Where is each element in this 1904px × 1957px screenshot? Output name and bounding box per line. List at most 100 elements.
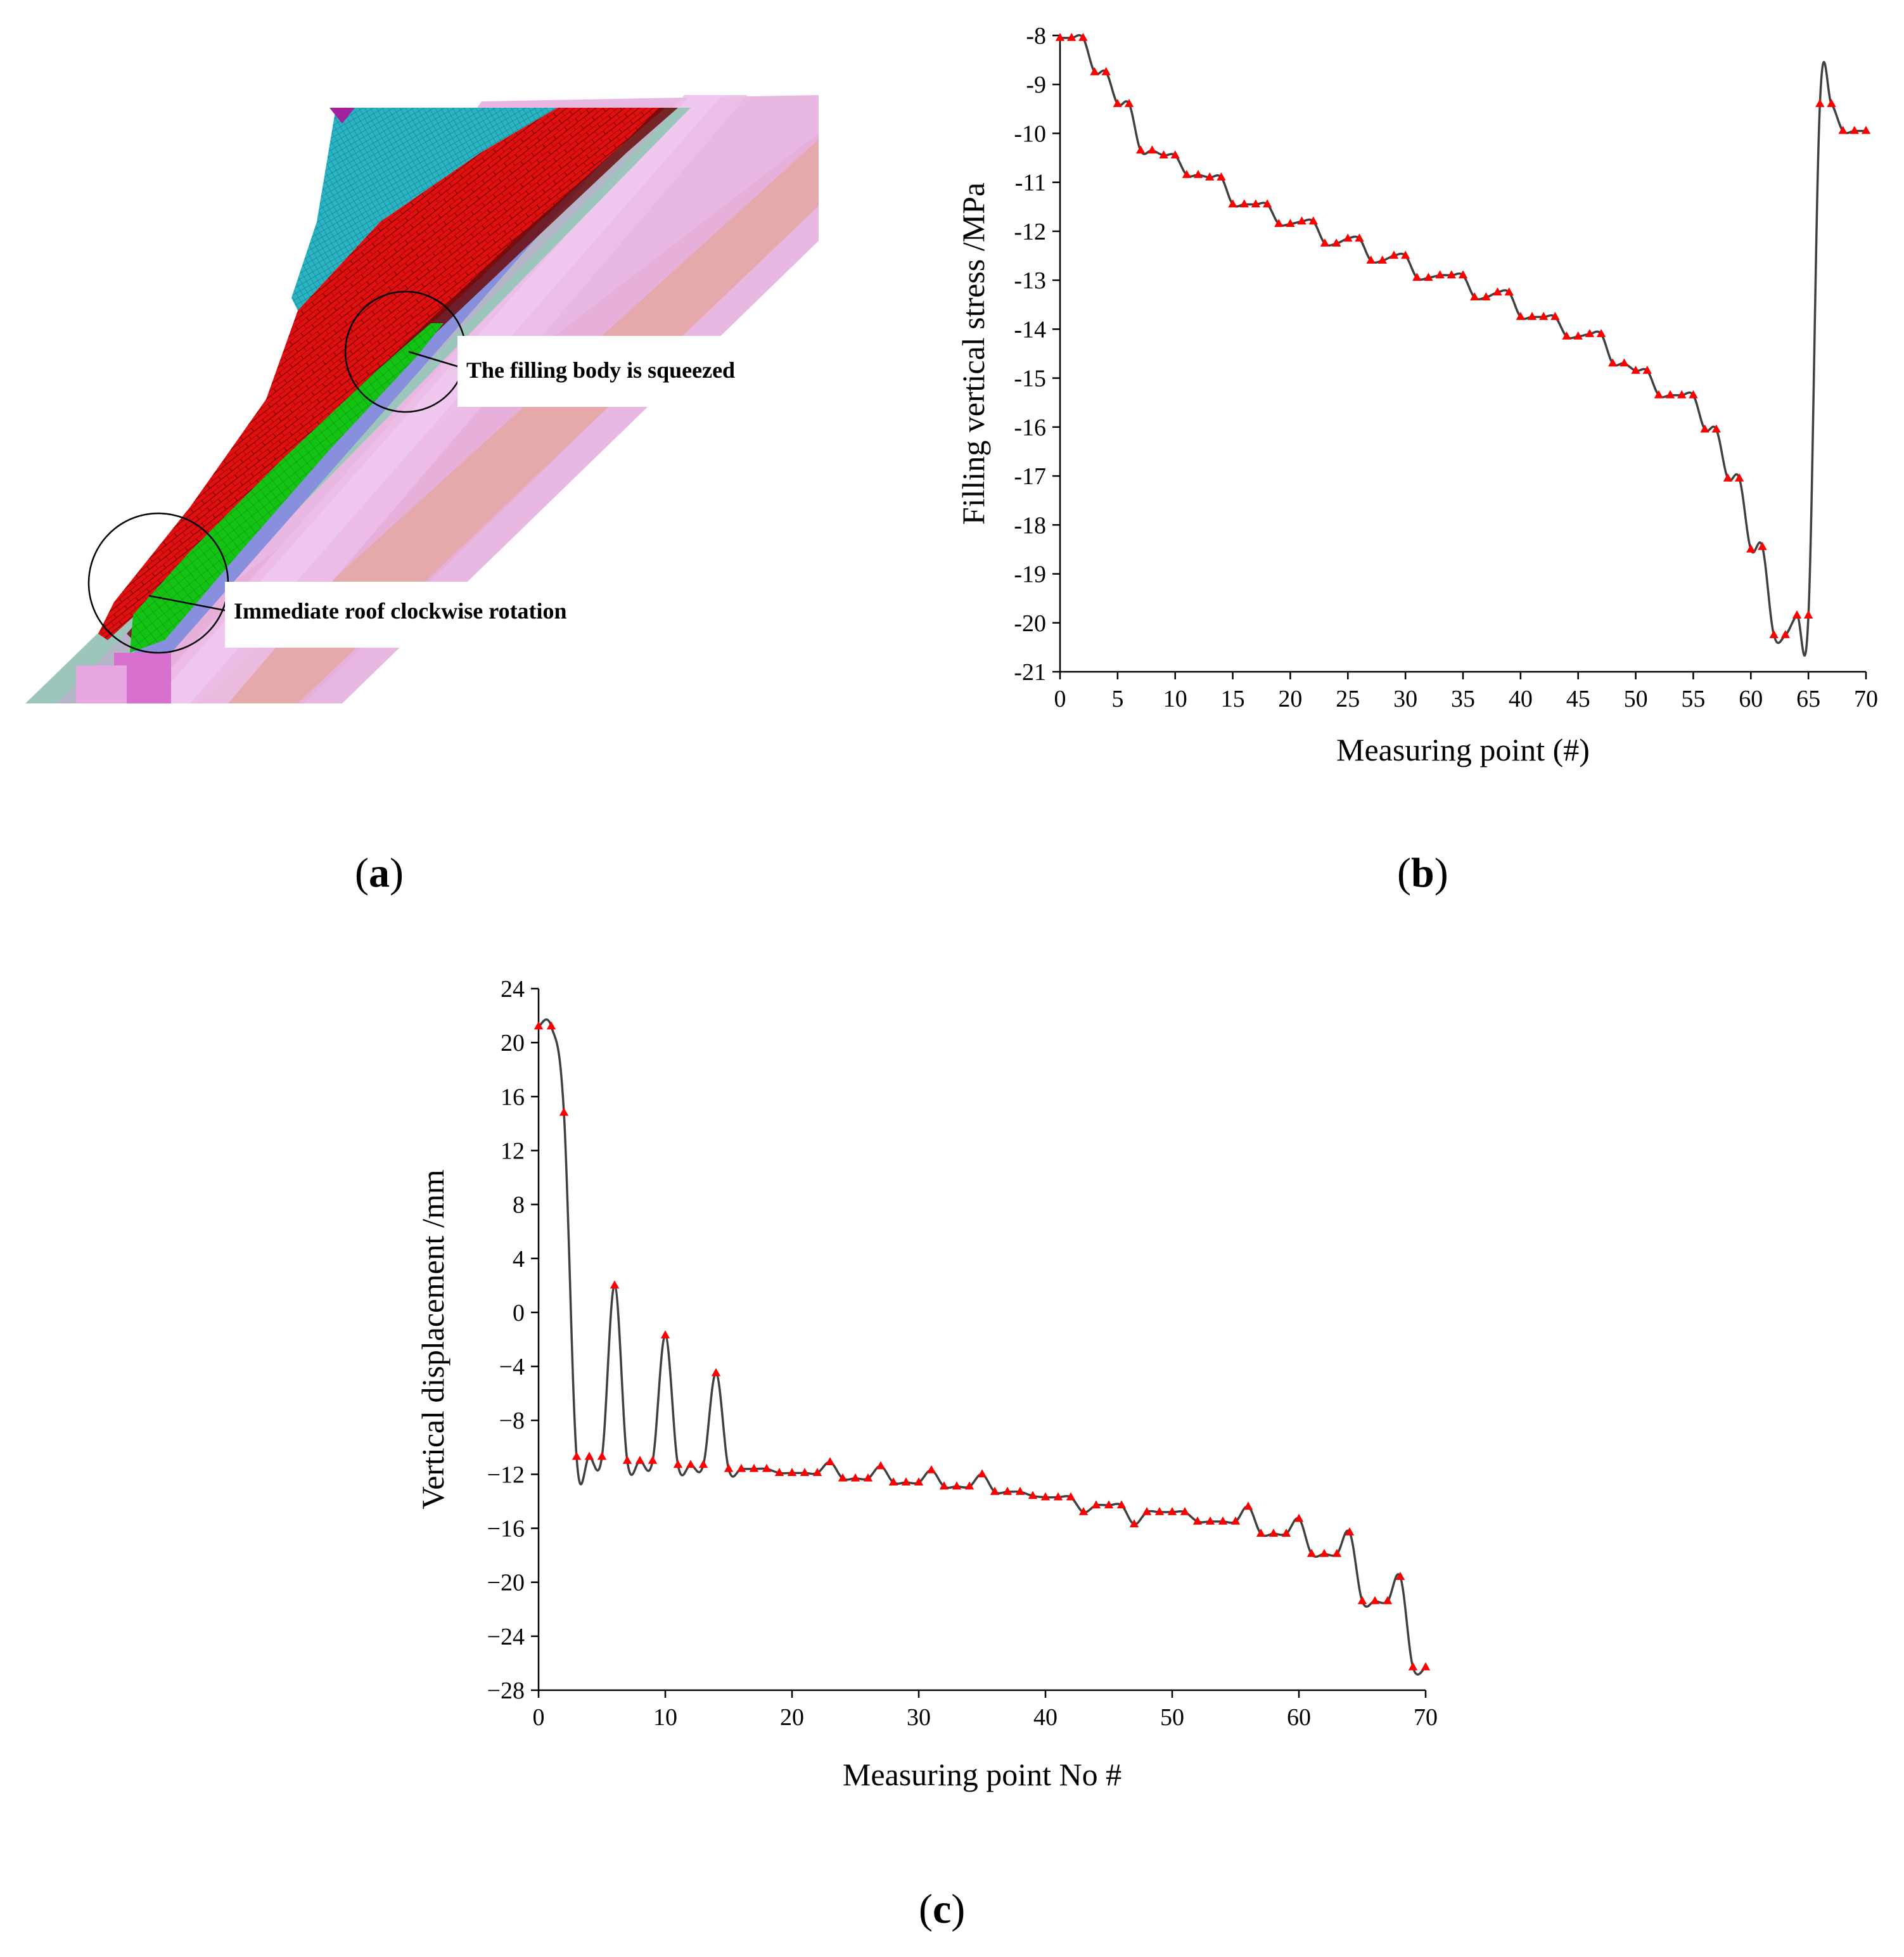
data-point-marker — [1078, 1506, 1089, 1515]
data-point-marker — [1746, 544, 1756, 553]
light-pink-band — [152, 95, 722, 703]
data-point-marker — [1343, 233, 1353, 242]
data-point-marker — [1689, 390, 1698, 399]
data-point-marker — [559, 1107, 569, 1116]
data-point-marker — [1573, 331, 1583, 340]
data-point-marker — [1424, 273, 1433, 281]
y-tick-label: -10 — [1014, 120, 1046, 147]
data-point-marker — [1370, 1596, 1380, 1605]
data-point-marker — [648, 1456, 658, 1464]
data-point-marker — [1274, 219, 1284, 228]
y-tick-label: 4 — [513, 1246, 525, 1273]
y-tick-label: -17 — [1014, 463, 1046, 490]
data-point-marker — [926, 1465, 936, 1473]
data-point-marker — [660, 1330, 670, 1338]
data-point-marker — [901, 1477, 911, 1485]
data-point-marker — [1113, 99, 1123, 107]
x-tick-label: 20 — [780, 1704, 804, 1731]
data-point-marker — [1665, 390, 1675, 399]
data-point-marker — [1355, 233, 1364, 242]
annotation-filling-squeezed: The filling body is squeezed — [457, 336, 744, 407]
cyan-mesh-roof — [291, 108, 558, 311]
y-tick-label: -8 — [1026, 23, 1046, 49]
data-point-marker — [1345, 1527, 1355, 1536]
data-point-marker — [1850, 125, 1860, 134]
data-point-marker — [1319, 1548, 1329, 1557]
data-point-marker — [952, 1481, 962, 1490]
data-point-marker — [914, 1477, 924, 1485]
y-axis-title: Vertical displacement /mm — [415, 1169, 450, 1509]
data-point-marker — [863, 1473, 873, 1482]
data-point-marker — [1256, 1529, 1266, 1537]
x-tick-label: 60 — [1739, 686, 1763, 712]
data-point-marker — [1458, 270, 1468, 279]
y-tick-label: -11 — [1015, 170, 1046, 196]
data-point-marker — [812, 1468, 822, 1477]
x-tick-label: 5 — [1111, 686, 1123, 712]
data-point-marker — [800, 1468, 810, 1477]
data-point-marker — [1838, 125, 1848, 134]
data-point-marker — [1631, 366, 1640, 374]
data-point-marker — [1493, 287, 1502, 296]
data-point-marker — [1205, 172, 1215, 181]
data-point-marker — [774, 1468, 784, 1477]
data-point-marker — [1193, 170, 1203, 178]
data-point-marker — [1286, 219, 1295, 228]
y-tick-label: -18 — [1014, 512, 1046, 539]
y-tick-label: -12 — [1014, 219, 1046, 245]
data-point-marker — [673, 1460, 683, 1468]
data-point-marker — [1620, 358, 1629, 367]
data-point-marker — [1700, 424, 1709, 433]
data-point-marker — [850, 1473, 860, 1482]
data-point-marker — [1642, 366, 1652, 374]
x-tick-label: 40 — [1033, 1704, 1057, 1731]
data-point-marker — [1101, 67, 1111, 75]
data-point-marker — [1136, 145, 1146, 154]
data-point-marker — [1815, 99, 1825, 107]
x-tick-label: 20 — [1278, 686, 1302, 712]
data-point-marker — [1251, 199, 1261, 208]
data-point-marker — [1481, 292, 1491, 300]
data-point-marker — [1239, 199, 1249, 208]
pink-lower-block — [76, 665, 127, 703]
data-point-marker — [762, 1463, 772, 1472]
data-point-marker — [597, 1451, 607, 1460]
data-point-marker — [1268, 1529, 1279, 1537]
data-point-marker — [622, 1456, 632, 1464]
data-point-marker — [1377, 255, 1387, 264]
x-tick-label: 50 — [1624, 686, 1648, 712]
data-point-marker — [635, 1456, 645, 1464]
data-point-marker — [1217, 172, 1226, 181]
series-line — [1060, 34, 1866, 657]
data-point-marker — [1366, 255, 1376, 264]
y-tick-label: -14 — [1014, 316, 1046, 343]
x-axis-title: Measuring point (#) — [1336, 732, 1590, 767]
data-point-marker — [1421, 1662, 1431, 1671]
data-point-marker — [1192, 1516, 1203, 1525]
annotation-roof-rotation: Immediate roof clockwise rotation — [225, 582, 576, 648]
data-point-marker — [1596, 329, 1606, 337]
data-point-marker — [1129, 1519, 1139, 1527]
data-point-marker — [1447, 270, 1457, 279]
caption-c: (c) — [919, 1886, 966, 1932]
data-point-marker — [1861, 125, 1871, 134]
data-point-marker — [990, 1487, 1000, 1495]
data-point-marker — [1002, 1487, 1013, 1495]
data-point-marker — [1228, 199, 1237, 208]
x-tick-label: 60 — [1287, 1704, 1311, 1731]
data-point-marker — [1608, 358, 1618, 367]
panel-a-model-figure — [25, 95, 819, 703]
data-point-marker — [1383, 1596, 1393, 1605]
data-point-marker — [1539, 312, 1549, 320]
caption-b: (b) — [1397, 850, 1448, 896]
data-point-marker — [1091, 1500, 1101, 1509]
data-point-marker — [1104, 1500, 1114, 1509]
data-point-marker — [1758, 542, 1767, 550]
y-tick-label: -16 — [1014, 414, 1046, 441]
data-point-marker — [584, 1451, 594, 1460]
y-tick-label: −4 — [499, 1354, 525, 1380]
data-point-marker — [787, 1468, 797, 1477]
data-point-marker — [1792, 610, 1802, 619]
data-point-marker — [686, 1460, 696, 1468]
data-point-marker — [1389, 250, 1399, 259]
